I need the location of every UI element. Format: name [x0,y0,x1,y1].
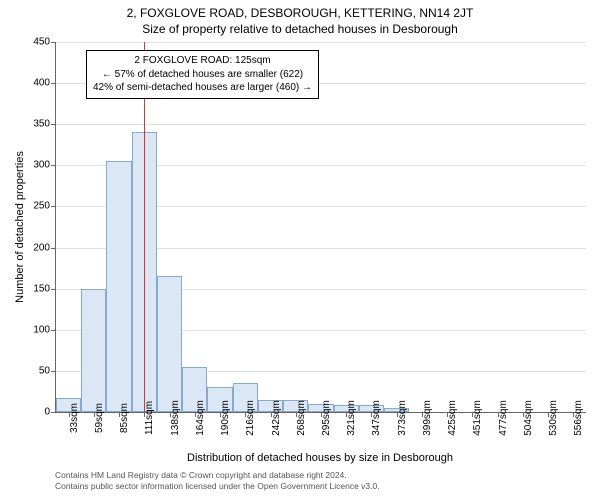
footer-line-1: Contains HM Land Registry data © Crown c… [55,470,585,481]
x-tick-label: 242sqm [271,400,282,436]
y-axis-label: Number of detached properties [13,42,27,412]
x-tick-label: 451sqm [472,400,483,436]
x-tick-label: 138sqm [170,400,181,436]
x-tick-label: 530sqm [548,400,559,436]
y-tick-mark [51,371,56,372]
x-tick-label: 425sqm [447,400,458,436]
x-tick-label: 111sqm [144,401,155,435]
y-tick-mark [51,412,56,413]
y-tick-mark [51,83,56,84]
y-tick-mark [51,248,56,249]
x-tick-label: 268sqm [296,400,307,436]
y-tick-label: 0 [44,407,50,418]
chart-container: 2, FOXGLOVE ROAD, DESBOROUGH, KETTERING,… [0,0,600,500]
x-tick-label: 164sqm [195,400,206,436]
y-tick-label: 50 [39,365,50,376]
y-tick-mark [51,206,56,207]
x-tick-label: 347sqm [371,400,382,436]
y-tick-mark [51,124,56,125]
y-tick-label: 100 [33,324,50,335]
bar [81,289,106,412]
x-tick-label: 321sqm [346,400,357,436]
annotation-line: 42% of semi-detached houses are larger (… [93,81,312,95]
x-tick-label: 33sqm [69,403,80,433]
chart-title-main: 2, FOXGLOVE ROAD, DESBOROUGH, KETTERING,… [0,6,600,20]
x-axis-label: Distribution of detached houses by size … [55,452,585,464]
y-tick-mark [51,330,56,331]
chart-title-sub: Size of property relative to detached ho… [0,22,600,36]
annotation-line: ← 57% of detached houses are smaller (62… [93,68,312,82]
annotation-box: 2 FOXGLOVE ROAD: 125sqm← 57% of detached… [86,50,319,99]
bar [157,276,182,412]
x-tick-label: 216sqm [245,400,256,436]
bar [106,161,131,412]
y-axis-label-text: Number of detached properties [14,151,26,303]
gridline [56,124,586,125]
y-tick-label: 400 [33,78,50,89]
x-tick-label: 477sqm [498,400,509,436]
x-tick-label: 85sqm [119,403,130,433]
x-tick-label: 556sqm [573,400,584,436]
y-tick-label: 300 [33,160,50,171]
x-tick-label: 504sqm [523,400,534,436]
y-tick-mark [51,165,56,166]
footer-attribution: Contains HM Land Registry data © Crown c… [55,470,585,491]
y-tick-label: 350 [33,119,50,130]
x-tick-label: 373sqm [397,400,408,436]
footer-line-2: Contains public sector information licen… [55,481,585,492]
x-tick-label: 59sqm [94,403,105,433]
x-tick-label: 399sqm [422,400,433,436]
y-tick-label: 250 [33,201,50,212]
y-tick-label: 450 [33,37,50,48]
y-tick-mark [51,42,56,43]
x-tick-label: 190sqm [220,400,231,436]
annotation-line: 2 FOXGLOVE ROAD: 125sqm [93,54,312,68]
y-tick-label: 200 [33,242,50,253]
gridline [56,42,586,43]
y-tick-mark [51,289,56,290]
y-tick-label: 150 [33,283,50,294]
x-tick-label: 295sqm [321,400,332,436]
chart-plot-area: 05010015020025030035040045033sqm59sqm85s… [55,42,586,413]
